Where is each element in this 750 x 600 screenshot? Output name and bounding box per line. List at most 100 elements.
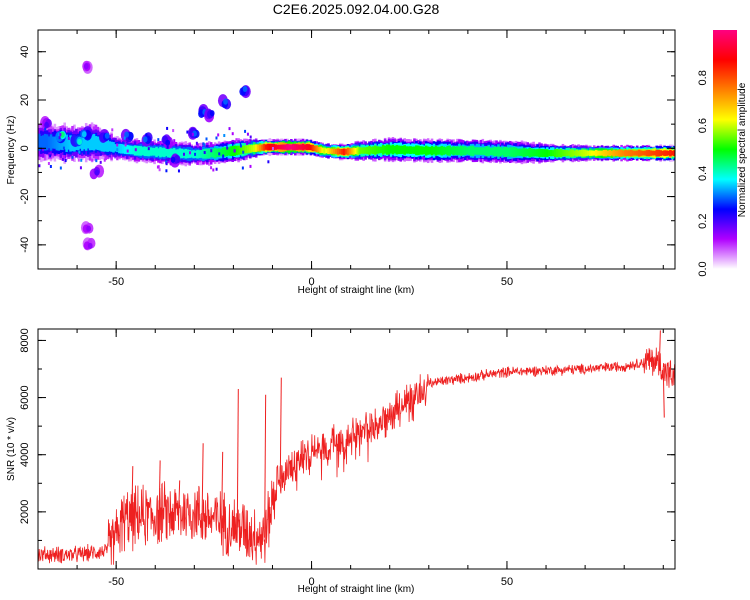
heatmap-speck [116, 143, 119, 147]
heatmap-cell [655, 149, 659, 157]
colorbar-tick-label: 0.8 [697, 70, 709, 85]
heatmap-cell [579, 149, 582, 157]
heatmap-speck [173, 139, 176, 143]
heatmap-cell [374, 145, 377, 155]
heatmap-cell [239, 145, 242, 155]
heatmap-cell [254, 144, 258, 152]
heatmap-blob [242, 85, 248, 93]
heatmap-speck [64, 159, 67, 163]
heatmap-speck [182, 152, 185, 156]
heatmap-cell [317, 147, 320, 152]
heatmap-cell [125, 144, 129, 155]
heatmap-cell [592, 150, 596, 156]
heatmap-cell [270, 143, 274, 151]
heatmap-cell [639, 150, 643, 156]
heatmap-cell [479, 147, 483, 155]
heatmap-blob [170, 156, 176, 163]
heatmap-speck [242, 150, 245, 154]
heatmap-cell [43, 133, 47, 151]
heatmap-cell [231, 145, 234, 156]
colorbar-tick-label: 0.2 [697, 214, 709, 229]
heatmap-speck [49, 154, 52, 158]
heatmap-cell [143, 146, 147, 157]
heatmap-cell [673, 150, 675, 157]
heatmap-cell [47, 136, 51, 149]
heatmap-cell [620, 149, 623, 157]
heatmap-cell [573, 150, 576, 156]
heatmap-cell [524, 148, 528, 157]
heatmap-cell [653, 150, 657, 156]
heatmap-speck [44, 127, 47, 131]
heatmap-cell [458, 146, 461, 155]
heatmap-cell [487, 146, 490, 156]
heatmap-cell [647, 149, 651, 157]
colorbar-gradient [713, 30, 737, 269]
heatmap-cell [98, 137, 102, 151]
heatmap-cell [346, 147, 350, 156]
heatmap-speck [202, 142, 205, 146]
heatmap-cell [184, 148, 188, 159]
spectrogram-xtick-label: 0 [308, 276, 314, 288]
snr-xtick-label: -50 [108, 576, 124, 588]
heatmap-cell [583, 149, 586, 157]
heatmap-speck [116, 148, 119, 152]
snr-marks [38, 330, 675, 565]
heatmap-cell [432, 147, 436, 155]
heatmap-cell [475, 147, 479, 155]
heatmap-cell [585, 150, 588, 157]
heatmap-speck [157, 138, 160, 142]
heatmap-cell [563, 149, 567, 157]
heatmap-speck [249, 164, 252, 168]
heatmap-cell [553, 149, 557, 158]
heatmap-cell [577, 150, 580, 156]
heatmap-cell [465, 147, 469, 155]
heatmap-cell [309, 144, 313, 151]
heatmap-cell [405, 146, 408, 154]
heatmap-speck [246, 132, 249, 136]
heatmap-cell [290, 144, 293, 150]
heatmap-cell [485, 146, 489, 157]
heatmap-cell [534, 149, 537, 157]
heatmap-speck [38, 164, 41, 168]
heatmap-cell [61, 136, 65, 151]
heatmap-cell [600, 150, 604, 156]
heatmap-cell [319, 146, 322, 154]
heatmap-cell [510, 147, 514, 157]
heatmap-cell [178, 148, 182, 159]
heatmap-cell [442, 146, 446, 155]
heatmap-cell [141, 147, 145, 156]
heatmap-cell [94, 136, 98, 150]
heatmap-blob [44, 121, 49, 129]
heatmap-cell [669, 149, 672, 157]
heatmap-cell [206, 148, 209, 159]
heatmap-cell [463, 146, 467, 156]
heatmap-cell [282, 144, 285, 150]
heatmap-cell [379, 146, 383, 154]
heatmap-speck [62, 146, 65, 150]
heatmap-cell [145, 146, 149, 157]
heatmap-cell [354, 147, 358, 155]
heatmap-cell [610, 150, 614, 156]
heatmap-cell [344, 148, 348, 155]
heatmap-blob [209, 110, 215, 117]
heatmap-cell [295, 144, 299, 150]
spectrogram-xlabel: Height of straight line (km) [298, 285, 415, 296]
snr-frame [37, 328, 676, 570]
spectrogram-marks [38, 60, 675, 251]
heatmap-cell [108, 141, 111, 152]
heatmap-cell [544, 149, 547, 157]
heatmap-cell [454, 146, 457, 155]
heatmap-blob [104, 132, 110, 139]
heatmap-cell [327, 147, 330, 154]
heatmap-blob [142, 136, 148, 143]
heatmap-speck [166, 145, 169, 149]
heatmap-cell [274, 144, 277, 150]
heatmap-cell [495, 146, 498, 157]
heatmap-cell [413, 146, 416, 154]
heatmap-cell [540, 148, 543, 157]
heatmap-cell [536, 149, 539, 157]
heatmap-cell [196, 149, 199, 159]
heatmap-cell [127, 145, 131, 155]
heatmap-cell [225, 147, 229, 157]
heatmap-cell [491, 147, 494, 156]
